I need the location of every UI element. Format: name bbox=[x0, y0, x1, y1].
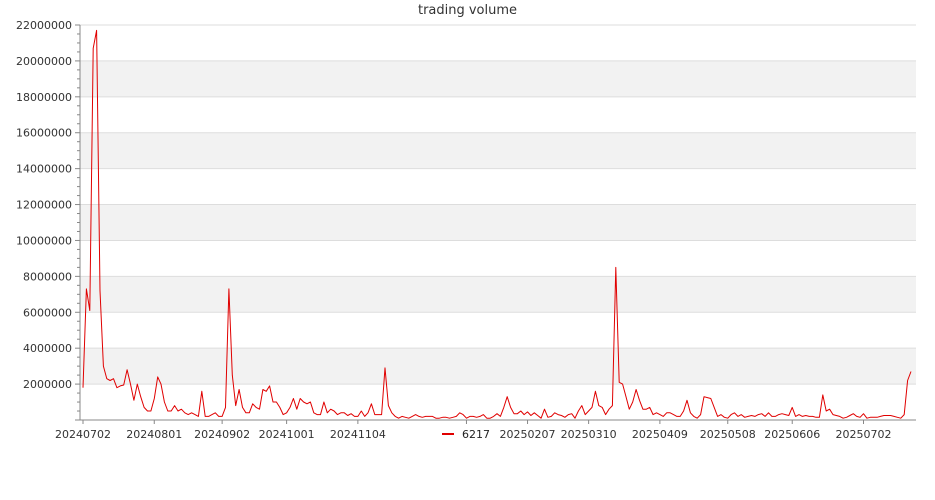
x-tick-label: 20240801 bbox=[126, 428, 182, 441]
y-tick-label: 22000000 bbox=[16, 19, 72, 32]
x-tick-label: 20241104 bbox=[330, 428, 386, 441]
grid-band bbox=[80, 60, 916, 97]
grid-band bbox=[80, 132, 916, 169]
y-tick-label: 6000000 bbox=[23, 306, 72, 319]
series-line bbox=[82, 29, 912, 419]
y-tick-label: 16000000 bbox=[16, 127, 72, 140]
y-tick-label: 12000000 bbox=[16, 199, 72, 212]
x-tick-label: 20250310 bbox=[561, 428, 617, 441]
x-tick-label: 20250606 bbox=[764, 428, 820, 441]
y-tick-label: 2000000 bbox=[23, 378, 72, 391]
x-tick-label: 20250409 bbox=[632, 428, 688, 441]
x-tick-label: 20241001 bbox=[259, 428, 315, 441]
y-tick-label: 10000000 bbox=[16, 234, 72, 247]
y-tick-label: 8000000 bbox=[23, 270, 72, 283]
x-tick-label: 20250702 bbox=[835, 428, 891, 441]
y-tick-label: 4000000 bbox=[23, 342, 72, 355]
chart-title: trading volume bbox=[417, 3, 518, 18]
grid-band bbox=[80, 276, 916, 313]
y-tick-label: 14000000 bbox=[16, 163, 72, 176]
y-tick-label: 20000000 bbox=[16, 55, 72, 68]
x-tick-label: 20240702 bbox=[55, 428, 111, 441]
legend-swatch bbox=[442, 433, 454, 435]
x-tick-label: 20240902 bbox=[194, 428, 250, 441]
legend-label: 6217 bbox=[462, 427, 490, 441]
grid-band bbox=[80, 348, 916, 385]
legend: 6217 bbox=[436, 425, 496, 443]
y-tick-label: 18000000 bbox=[16, 91, 72, 104]
x-tick-label: 20250508 bbox=[700, 428, 756, 441]
grid-band bbox=[80, 204, 916, 241]
x-tick-label: 20250207 bbox=[500, 428, 556, 441]
